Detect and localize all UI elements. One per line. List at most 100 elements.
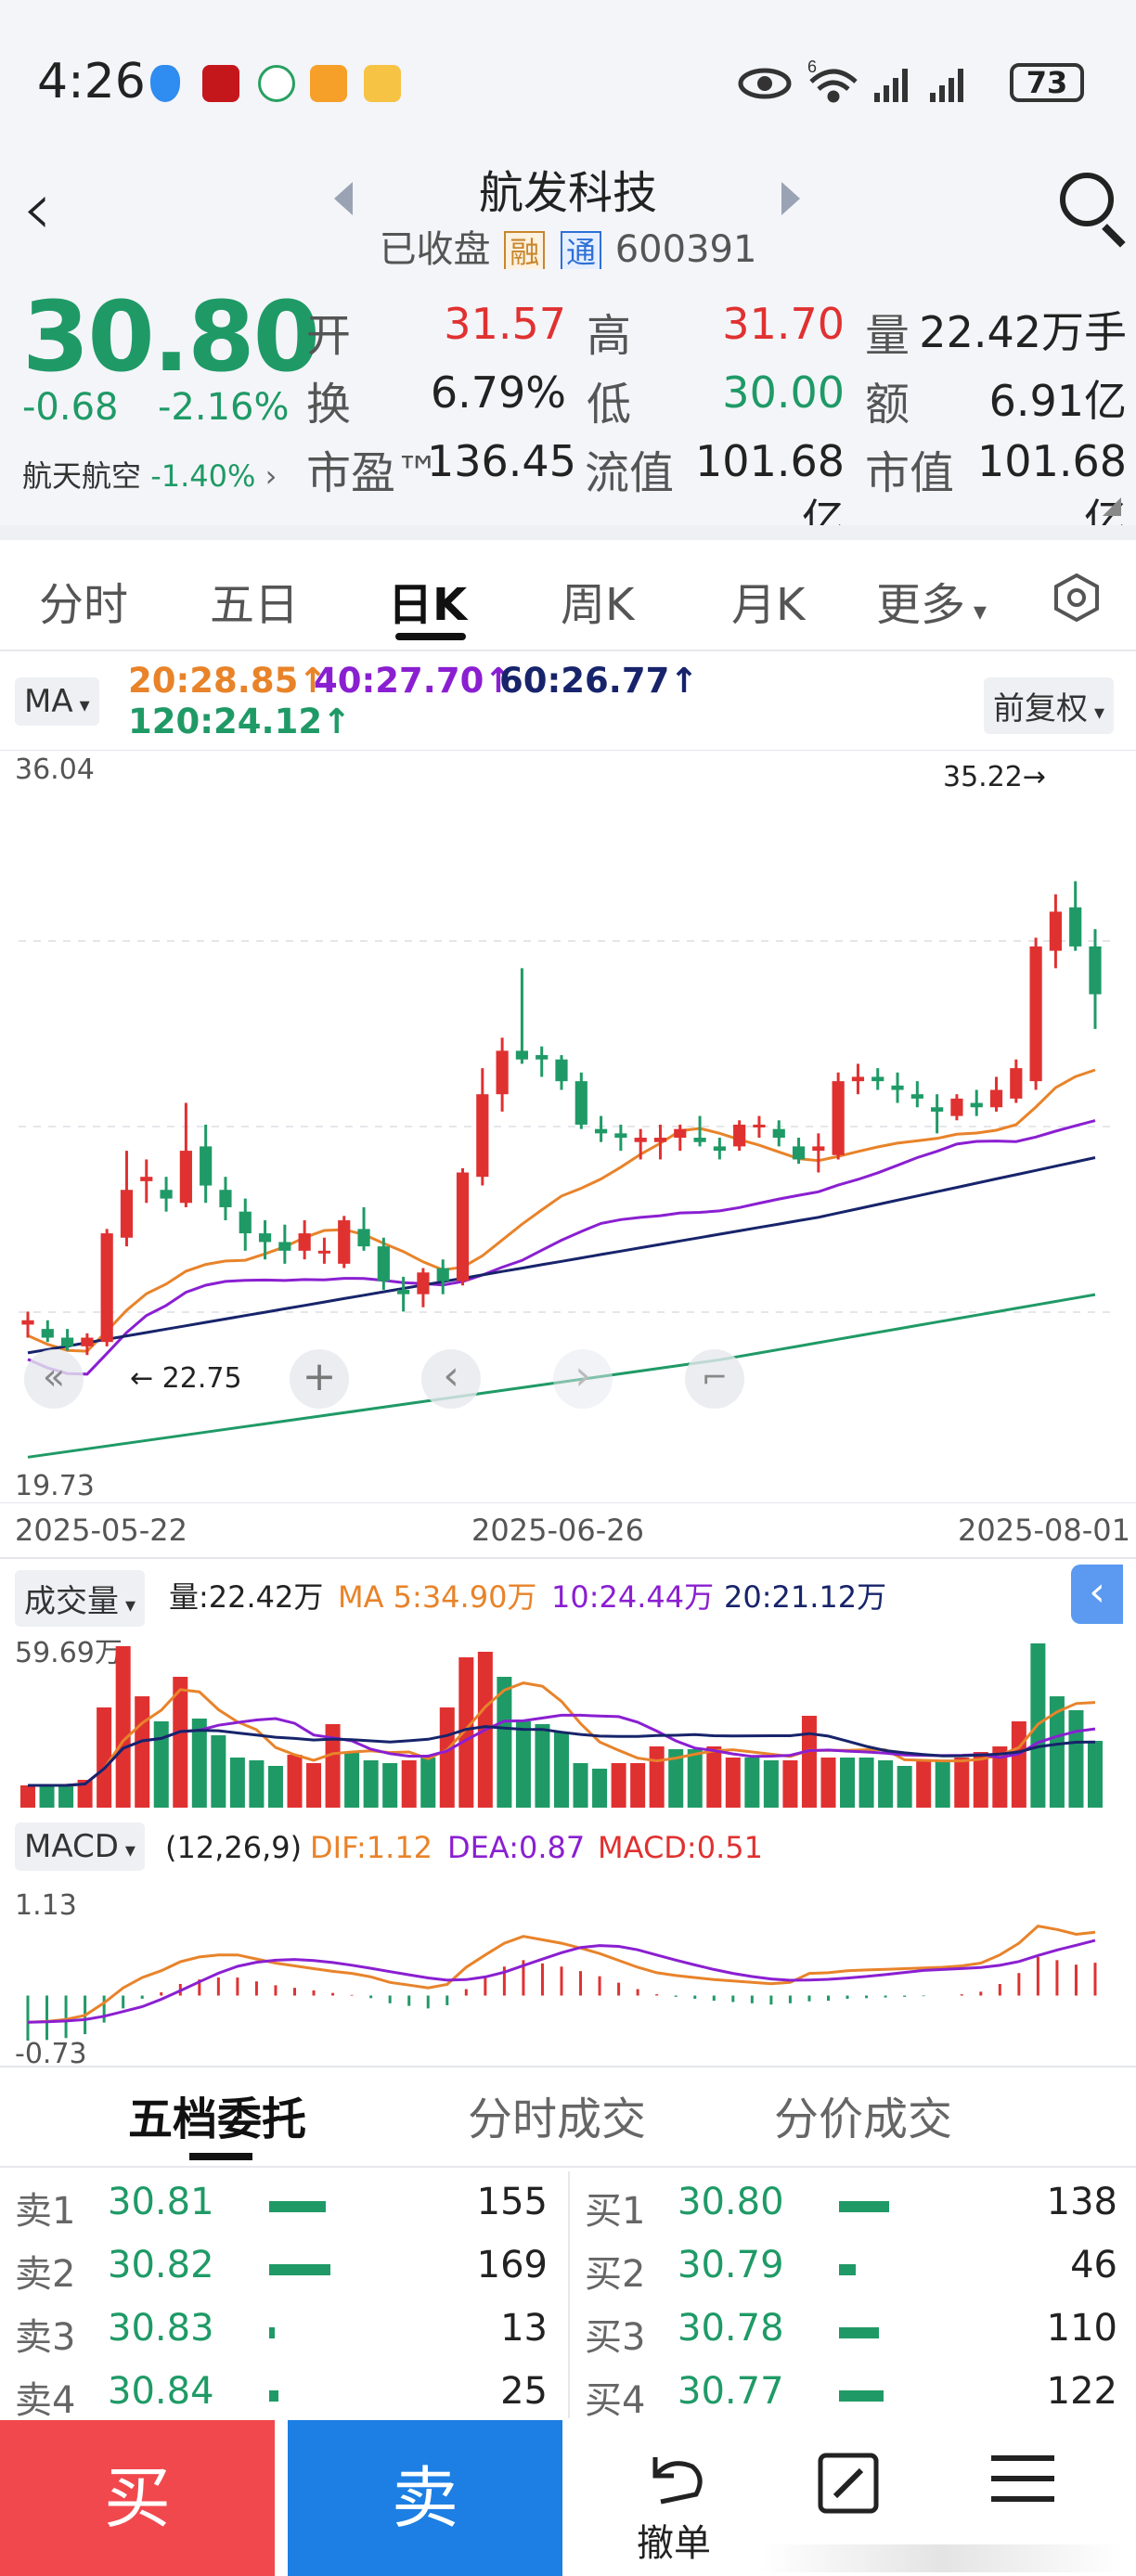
fullscreen-icon[interactable]: ⌐ (685, 1349, 744, 1409)
stock-subtitle: 已收盘 融 通 600391 (0, 219, 1136, 273)
pe-label: 市盈™ (306, 447, 441, 499)
chevron-right-icon: › (265, 458, 278, 494)
sell-level-qty: 169 (476, 2244, 548, 2286)
app-green-icon (258, 65, 295, 102)
search-icon[interactable] (1060, 173, 1114, 226)
buy-level-label: 买3 (585, 2316, 646, 2359)
high-value: 31.70 (722, 299, 845, 349)
candle (200, 1146, 213, 1186)
tab-intraday[interactable]: 分时 (39, 579, 129, 631)
sell-button[interactable]: 卖 (288, 2420, 562, 2576)
candle (674, 1128, 687, 1139)
volume-bar (249, 1760, 265, 1808)
edit-icon[interactable] (815, 2450, 882, 2517)
prev-stock-icon[interactable] (334, 182, 353, 215)
volume-bar (1049, 1696, 1065, 1808)
zoom-in-icon[interactable]: + (290, 1349, 349, 1409)
volume-bar (19, 1785, 36, 1808)
candle (1049, 911, 1063, 951)
tab-price-volume[interactable]: 分价成交 (774, 2093, 953, 2145)
buy-order-row[interactable]: 买2 30.79 46 (570, 2244, 1127, 2299)
tab-monthly-k[interactable]: 月K (731, 579, 806, 631)
sell-order-row[interactable]: 卖3 30.83 13 (0, 2307, 557, 2363)
tab-underline (189, 2153, 252, 2160)
back-button[interactable]: ‹ (22, 165, 52, 251)
candle (832, 1081, 845, 1155)
scroll-left-icon[interactable]: ‹ (421, 1349, 481, 1409)
buy-order-row[interactable]: 买4 30.77 122 (570, 2370, 1127, 2426)
sector-link[interactable]: 航天航空 -1.40% › (22, 453, 277, 496)
amount-label: 额 (865, 379, 910, 431)
divider (0, 2066, 1136, 2067)
menu-icon[interactable] (988, 2450, 1058, 2509)
macd-y-min: -0.73 (15, 2038, 87, 2070)
collapse-panel-icon[interactable]: ‹ (1071, 1565, 1123, 1624)
volume-bar (39, 1785, 55, 1808)
cancel-order-label[interactable]: 撤单 (637, 2522, 711, 2565)
volume-bar (687, 1749, 703, 1808)
volume-chart[interactable] (0, 1633, 1136, 1808)
buy-order-row[interactable]: 买1 30.80 138 (570, 2181, 1127, 2236)
candle (81, 1337, 94, 1346)
undo-icon[interactable] (642, 2450, 709, 2509)
quote-panel (0, 269, 1136, 525)
macd-value: MACD:0.51 (598, 1830, 763, 1865)
candle (239, 1211, 252, 1234)
kline-chart[interactable] (0, 750, 1136, 1503)
buy-level-bar (839, 2327, 879, 2338)
volume-bar (287, 1755, 303, 1808)
candle (536, 1055, 549, 1060)
candle (476, 1094, 489, 1178)
sell-order-row[interactable]: 卖4 30.84 25 (0, 2370, 557, 2426)
candle (41, 1329, 54, 1338)
sell-order-row[interactable]: 卖2 30.82 169 (0, 2244, 557, 2299)
candle (160, 1190, 173, 1199)
ma-selector[interactable]: MA ▾ (15, 677, 99, 726)
candle (317, 1250, 331, 1254)
candle (21, 1320, 34, 1325)
candle (931, 1107, 944, 1112)
volume-selector[interactable]: 成交量 ▾ (15, 1570, 146, 1627)
sell-order-row[interactable]: 卖1 30.81 155 (0, 2181, 557, 2236)
expand-corner-icon[interactable] (1103, 497, 1121, 516)
adjust-selector[interactable]: 前复权 ▾ (984, 677, 1115, 734)
signal-icon-2 (930, 69, 963, 102)
candle (950, 1098, 963, 1116)
buy-order-row[interactable]: 买3 30.78 110 (570, 2307, 1127, 2363)
settings-hex-icon[interactable] (1051, 572, 1103, 624)
volume-bar (267, 1766, 283, 1808)
buy-level-qty: 138 (1046, 2181, 1117, 2223)
tab-time-sales[interactable]: 分时成交 (468, 2093, 647, 2145)
candle (1029, 946, 1042, 1082)
macd-selector[interactable]: MACD ▾ (15, 1823, 145, 1871)
scroll-right-icon[interactable]: › (553, 1349, 613, 1409)
volume-ma5-line (28, 1681, 1096, 1787)
next-stock-icon[interactable] (781, 182, 800, 215)
candle (357, 1229, 370, 1247)
candle (970, 1102, 983, 1108)
candle (851, 1076, 865, 1082)
candle (417, 1272, 430, 1294)
candle (120, 1190, 134, 1238)
mkt-cap-value: 101.68亿 (977, 436, 1127, 545)
stock-name: 航发科技 (478, 167, 657, 219)
volume-bar (878, 1760, 894, 1808)
sell-level-price: 30.81 (108, 2181, 214, 2223)
macd-chart[interactable] (0, 1893, 1136, 2064)
volume-bar (115, 1646, 131, 1808)
tab-five-day[interactable]: 五日 (210, 579, 300, 631)
macd-selector-label: MACD (24, 1828, 119, 1865)
tab-daily-k[interactable]: 日K (388, 579, 468, 631)
volume-ma10: 10:24.44万 (551, 1579, 715, 1615)
volume-bar (1011, 1721, 1026, 1808)
rewind-icon[interactable]: « (24, 1349, 84, 1409)
buy-button[interactable]: 买 (0, 2420, 275, 2576)
tab-more[interactable]: 更多 ▾ (876, 568, 987, 633)
mkt-cap-label: 市值 (865, 447, 955, 499)
price-change: -0.68 (22, 386, 119, 429)
float-cap-label: 流值 (585, 447, 675, 499)
volume-bar (782, 1760, 798, 1808)
tab-weekly-k[interactable]: 周K (561, 579, 635, 631)
tab-order-book[interactable]: 五档委托 (128, 2093, 307, 2145)
candle (634, 1138, 647, 1142)
